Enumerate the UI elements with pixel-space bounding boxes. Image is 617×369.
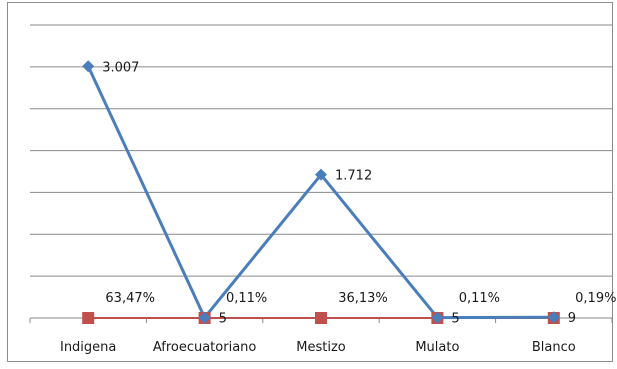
series-markers	[82, 60, 560, 324]
series-2-data-label: 36,13%	[338, 291, 388, 306]
series-2-data-label: 0,11%	[459, 291, 500, 306]
series-1-data-label: 5	[451, 312, 459, 327]
series-2-data-label: 0,11%	[226, 291, 267, 306]
series-1-marker	[198, 311, 211, 324]
x-tick-labels: Indigena Afroecuatoriano Mestizo Mulato Blan…	[60, 340, 576, 355]
series-2-data-label: 0,19%	[575, 291, 616, 306]
x-tick-label: Afroecuatoriano	[153, 340, 257, 355]
data-labels: 3.007 5 1.712 5 9 63,47% 0,11% 36,13% 0,11% 0,19%	[102, 60, 616, 326]
chart-frame	[7, 2, 613, 362]
x-tick-label: Mulato	[415, 340, 459, 355]
series-2-marker	[315, 312, 327, 324]
series-1-data-label: 9	[568, 311, 576, 326]
series-1-marker	[82, 60, 95, 73]
series-1-line	[86, 65, 554, 320]
series-1-data-label: 3.007	[102, 60, 139, 75]
x-tick-label: Blanco	[532, 340, 576, 355]
series-2-data-label: 63,47%	[105, 291, 155, 306]
series-1-marker	[315, 168, 327, 181]
x-tick-label: Indigena	[60, 340, 116, 355]
series-1-data-label: 1.712	[335, 169, 372, 184]
series-1-marker	[431, 311, 444, 324]
series-1-data-label: 5	[219, 312, 227, 327]
x-tick-label: Mestizo	[296, 340, 346, 355]
series-2-marker	[82, 312, 95, 324]
series-1-marker	[547, 311, 560, 324]
gridlines	[30, 24, 612, 277]
